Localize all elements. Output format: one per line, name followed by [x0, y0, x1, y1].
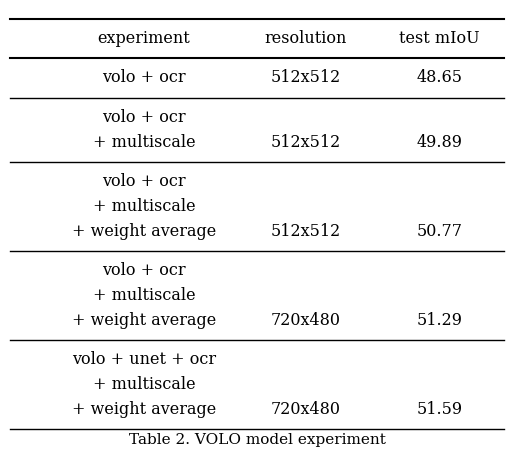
- Text: + weight average: + weight average: [72, 401, 216, 418]
- Text: 51.29: 51.29: [416, 312, 463, 329]
- Text: + multiscale: + multiscale: [93, 287, 195, 304]
- Text: volo + ocr: volo + ocr: [102, 173, 186, 190]
- Text: volo + ocr: volo + ocr: [102, 262, 186, 279]
- Text: experiment: experiment: [98, 30, 190, 47]
- Text: 49.89: 49.89: [416, 134, 463, 151]
- Text: volo + unet + ocr: volo + unet + ocr: [72, 351, 216, 368]
- Text: 512x512: 512x512: [271, 69, 341, 86]
- Text: 512x512: 512x512: [271, 223, 341, 240]
- Text: 51.59: 51.59: [416, 401, 463, 418]
- Text: 48.65: 48.65: [416, 69, 463, 86]
- Text: + multiscale: + multiscale: [93, 134, 195, 151]
- Text: test mIoU: test mIoU: [399, 30, 480, 47]
- Text: 720x480: 720x480: [271, 312, 341, 329]
- Text: volo + ocr: volo + ocr: [102, 109, 186, 126]
- Text: + multiscale: + multiscale: [93, 198, 195, 215]
- Text: volo + ocr: volo + ocr: [102, 69, 186, 86]
- Text: + weight average: + weight average: [72, 223, 216, 240]
- Text: resolution: resolution: [265, 30, 347, 47]
- Text: 50.77: 50.77: [416, 223, 463, 240]
- Text: + weight average: + weight average: [72, 312, 216, 329]
- Text: + multiscale: + multiscale: [93, 376, 195, 393]
- Text: Table 2. VOLO model experiment: Table 2. VOLO model experiment: [128, 433, 386, 447]
- Text: 512x512: 512x512: [271, 134, 341, 151]
- Text: 720x480: 720x480: [271, 401, 341, 418]
